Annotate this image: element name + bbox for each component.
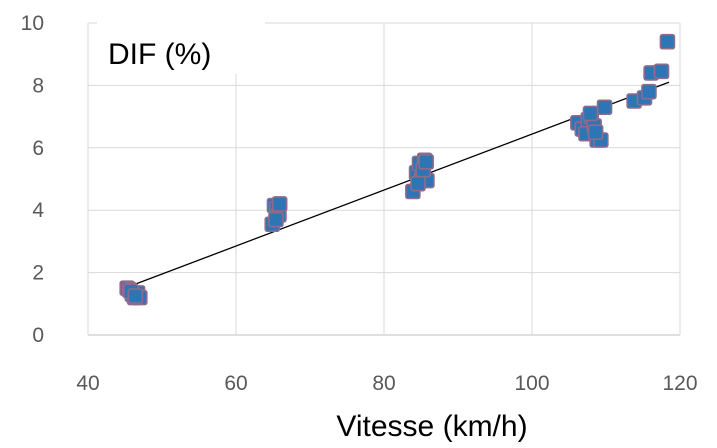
y-tick-label: 0 [32, 324, 44, 347]
data-point [659, 33, 676, 50]
data-point [587, 124, 604, 140]
x-tick-label: 60 [224, 372, 247, 395]
x-tick-labels: 40 60 80 100 120 [76, 372, 697, 395]
data-point [418, 154, 434, 170]
y-tick-label: 4 [32, 199, 44, 222]
data-points [119, 33, 676, 306]
y-tick-label: 2 [32, 262, 44, 285]
ylabel-background [97, 18, 265, 74]
x-axis-label: Vitesse (km/h) [336, 410, 527, 443]
x-tick-label: 80 [372, 372, 395, 395]
data-point [268, 211, 284, 228]
x-tick-label: 40 [76, 372, 99, 395]
data-point [641, 83, 657, 100]
y-tick-label: 8 [32, 74, 44, 97]
data-point [410, 175, 426, 192]
y-axis-label: DIF (%) [108, 38, 211, 71]
x-tick-label: 100 [514, 372, 549, 395]
data-point [596, 99, 613, 116]
y-tick-labels: 0 2 4 6 8 10 [21, 12, 45, 347]
data-point [653, 63, 670, 80]
y-tick-label: 6 [32, 137, 44, 160]
y-tick-label: 10 [21, 12, 44, 35]
data-point [582, 105, 599, 122]
data-point [271, 196, 288, 212]
data-point [127, 288, 144, 304]
x-tick-label: 120 [662, 372, 697, 395]
